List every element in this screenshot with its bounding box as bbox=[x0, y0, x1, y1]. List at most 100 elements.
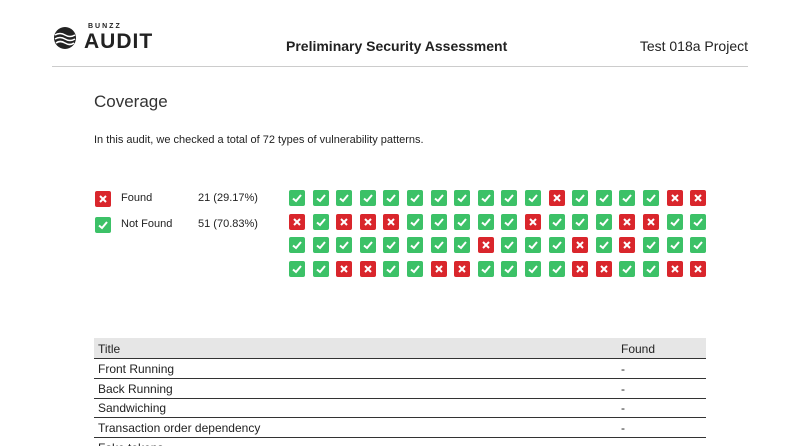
project-name: Test 018a Project bbox=[639, 38, 748, 54]
table-cell: - bbox=[621, 381, 625, 396]
pattern-cell bbox=[525, 190, 541, 206]
table-row: Fake tokens bbox=[94, 438, 706, 446]
pattern-cell bbox=[572, 237, 589, 253]
pattern-cell bbox=[619, 237, 636, 253]
table-row: Sandwiching - bbox=[94, 398, 706, 419]
table-cell: - bbox=[621, 362, 625, 376]
pattern-cell bbox=[595, 213, 612, 230]
pattern-cell bbox=[359, 190, 376, 206]
pattern-cell bbox=[383, 237, 400, 253]
pattern-cell bbox=[336, 190, 353, 206]
pattern-cell bbox=[619, 190, 636, 206]
pattern-cell bbox=[407, 190, 423, 206]
pattern-cell bbox=[312, 260, 329, 277]
pattern-cell bbox=[643, 237, 659, 253]
pattern-cell bbox=[548, 237, 565, 253]
pattern-cell bbox=[690, 190, 707, 206]
pattern-cell bbox=[454, 237, 471, 253]
section-heading: Coverage bbox=[94, 92, 168, 111]
pattern-cell bbox=[430, 213, 447, 230]
legend-label: Found bbox=[121, 192, 153, 204]
pattern-cell bbox=[525, 260, 541, 277]
pattern-cell bbox=[666, 260, 683, 277]
pattern-cell bbox=[454, 190, 471, 206]
pattern-cell bbox=[312, 190, 329, 206]
pattern-cell bbox=[690, 260, 707, 277]
pattern-cell bbox=[407, 237, 423, 253]
pattern-cell bbox=[619, 260, 636, 277]
pattern-cell bbox=[289, 237, 305, 253]
table-header: Title Found bbox=[94, 338, 706, 359]
logo-icon bbox=[54, 27, 76, 49]
legend-count: 51 (70.83%) bbox=[198, 218, 258, 230]
pattern-cell bbox=[643, 260, 659, 277]
pattern-cell bbox=[477, 237, 494, 253]
pattern-cell bbox=[501, 190, 518, 206]
pattern-cell bbox=[690, 237, 707, 253]
pattern-cell bbox=[430, 260, 447, 277]
pattern-cell bbox=[359, 213, 376, 230]
pattern-cell bbox=[407, 260, 423, 277]
pattern-cell bbox=[666, 190, 683, 206]
pattern-cell bbox=[454, 260, 471, 277]
table-row: Front Running - bbox=[94, 359, 706, 379]
table-cell: Back Running bbox=[98, 381, 173, 396]
legend-label: Not Found bbox=[121, 218, 173, 230]
pattern-cell bbox=[666, 237, 683, 253]
legend-icon bbox=[95, 191, 111, 207]
pattern-cell bbox=[430, 190, 447, 206]
pattern-cell bbox=[359, 260, 376, 277]
pattern-cell bbox=[336, 237, 353, 253]
pattern-cell bbox=[289, 213, 305, 230]
pattern-cell bbox=[572, 213, 589, 230]
brand-small: BUNZZ bbox=[88, 23, 122, 30]
pattern-cell bbox=[454, 213, 471, 230]
pattern-cell bbox=[619, 213, 636, 230]
pattern-cell bbox=[525, 213, 541, 230]
pattern-cell bbox=[359, 237, 376, 253]
pattern-cell bbox=[289, 190, 305, 206]
description: In this audit, we checked a total of 72 … bbox=[94, 134, 424, 146]
table-cell: Fake tokens bbox=[98, 441, 163, 446]
legend-count: 21 (29.17%) bbox=[198, 192, 258, 204]
table-cell: - bbox=[621, 401, 625, 416]
pattern-cell bbox=[407, 213, 423, 230]
pattern-cell bbox=[383, 260, 400, 277]
table-cell: Sandwiching bbox=[98, 401, 167, 416]
pattern-cell bbox=[548, 190, 565, 206]
pattern-cell bbox=[312, 213, 329, 230]
table-row: Transaction order dependency - bbox=[94, 418, 706, 439]
pattern-cell bbox=[595, 237, 612, 253]
pattern-cell bbox=[595, 190, 612, 206]
pattern-cell bbox=[501, 237, 518, 253]
pattern-cell bbox=[643, 213, 659, 230]
pattern-cell bbox=[501, 260, 518, 277]
table-cell: Transaction order dependency bbox=[98, 421, 261, 436]
pattern-cell bbox=[690, 213, 707, 230]
table-cell: Front Running bbox=[98, 362, 175, 376]
table-row: Back Running - bbox=[94, 379, 706, 399]
pattern-cell bbox=[336, 260, 353, 277]
pattern-cell bbox=[383, 190, 400, 206]
header-rule bbox=[52, 66, 748, 67]
legend-icon bbox=[95, 217, 111, 233]
pattern-cell bbox=[336, 213, 353, 230]
report-title: Preliminary Security Assessment bbox=[286, 38, 508, 54]
pattern-cell bbox=[501, 213, 518, 230]
column-header: Found bbox=[621, 342, 656, 356]
pattern-cell bbox=[477, 213, 494, 230]
pattern-cell bbox=[548, 260, 565, 277]
pattern-cell bbox=[666, 213, 683, 230]
pattern-cell bbox=[312, 237, 329, 253]
pattern-cell bbox=[525, 237, 541, 253]
table-cell: - bbox=[621, 421, 625, 436]
pattern-cell bbox=[289, 260, 305, 277]
column-header: Title bbox=[98, 342, 121, 356]
brand: AUDIT bbox=[84, 30, 154, 53]
pattern-cell bbox=[477, 260, 494, 277]
pattern-cell bbox=[477, 190, 494, 206]
pattern-cell bbox=[643, 190, 659, 206]
pattern-cell bbox=[595, 260, 612, 277]
pattern-cell bbox=[430, 237, 447, 253]
